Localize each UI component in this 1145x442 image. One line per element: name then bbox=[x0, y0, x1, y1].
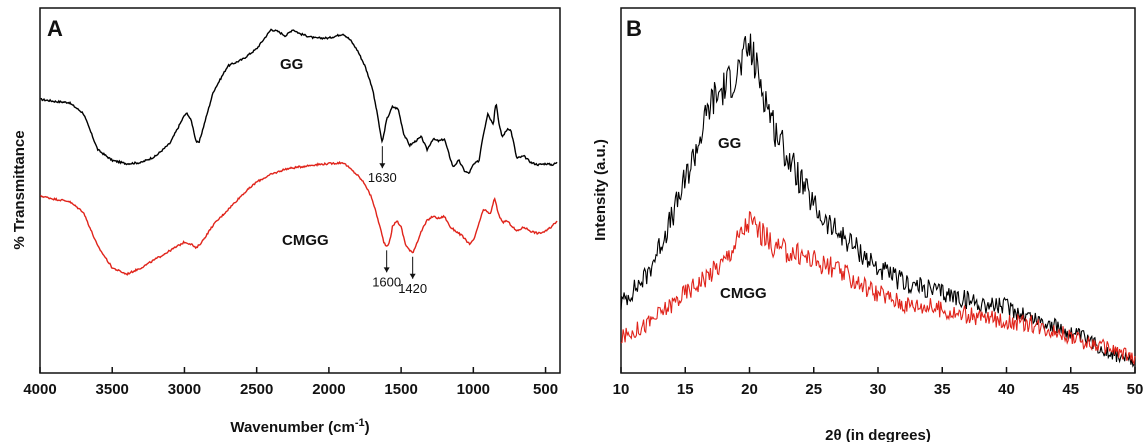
x-tick-label: 45 bbox=[1062, 381, 1079, 398]
x-tick-label: 2000 bbox=[312, 381, 345, 398]
panel-a-frame bbox=[39, 7, 561, 374]
x-tick-label: 25 bbox=[805, 381, 822, 398]
panel-b-x-ticks: 10 15 20 25 30 35 40 45 50 bbox=[613, 367, 1144, 398]
x-title-close: ) bbox=[365, 419, 370, 436]
series-line-gg bbox=[620, 33, 1136, 368]
x-tick-label: 2500 bbox=[240, 381, 273, 398]
panel-a-x-axis-title: Wavenumber (cm-1) bbox=[230, 417, 369, 436]
panel-a-series-label-gg: GG bbox=[280, 56, 303, 73]
x-tick-label: 500 bbox=[533, 381, 558, 398]
panel-b-series bbox=[620, 33, 1136, 368]
x-title-sup: -1 bbox=[355, 417, 365, 429]
x-tick-label: 15 bbox=[677, 381, 694, 398]
series-line-gg bbox=[40, 28, 558, 175]
x-tick-label: 30 bbox=[870, 381, 887, 398]
panel-b-frame bbox=[620, 7, 1136, 374]
x-title-main: Wavenumber (cm bbox=[230, 419, 354, 436]
x-tick-label: 3500 bbox=[96, 381, 129, 398]
panel-a: A 4000 3500 3000 2500 2000 1500 1000 500 163016… bbox=[11, 7, 561, 436]
panel-a-y-axis-title: % Transmittance bbox=[11, 130, 28, 249]
x-tick-label: 35 bbox=[934, 381, 951, 398]
annotation-label: 1420 bbox=[398, 281, 427, 296]
panel-b-x-axis-title: 2θ (in degrees) bbox=[825, 427, 931, 442]
x-tick-label: 1000 bbox=[457, 381, 490, 398]
x-tick-label: 10 bbox=[613, 381, 630, 398]
panel-a-x-ticks: 4000 3500 3000 2500 2000 1500 1000 500 bbox=[23, 367, 558, 398]
panel-a-series bbox=[40, 28, 558, 276]
panel-b-series-label-cmgg: CMGG bbox=[720, 285, 767, 302]
annotation-label: 1630 bbox=[368, 170, 397, 185]
annotation-arrowhead bbox=[409, 273, 416, 279]
x-tick-label: 50 bbox=[1127, 381, 1144, 398]
panel-b-letter: B bbox=[626, 16, 642, 41]
x-tick-label: 4000 bbox=[23, 381, 56, 398]
annotation-label: 1600 bbox=[372, 274, 401, 289]
x-tick-label: 40 bbox=[998, 381, 1015, 398]
panel-b: B 10 15 20 25 30 35 40 45 50 GG CMGG 2θ (in degr… bbox=[592, 7, 1144, 442]
series-line-cmgg bbox=[620, 211, 1136, 366]
panel-a-series-label-cmgg: CMGG bbox=[282, 232, 329, 249]
x-tick-label: 20 bbox=[741, 381, 758, 398]
series-line-cmgg bbox=[40, 160, 558, 276]
annotation-arrowhead bbox=[379, 163, 386, 169]
x-tick-label: 1500 bbox=[384, 381, 417, 398]
annotation-arrowhead bbox=[383, 267, 390, 273]
panel-b-series-label-gg: GG bbox=[718, 135, 741, 152]
panel-a-letter: A bbox=[47, 16, 63, 41]
x-tick-label: 3000 bbox=[168, 381, 201, 398]
panel-b-y-axis-title: Intensity (a.u.) bbox=[592, 139, 609, 241]
